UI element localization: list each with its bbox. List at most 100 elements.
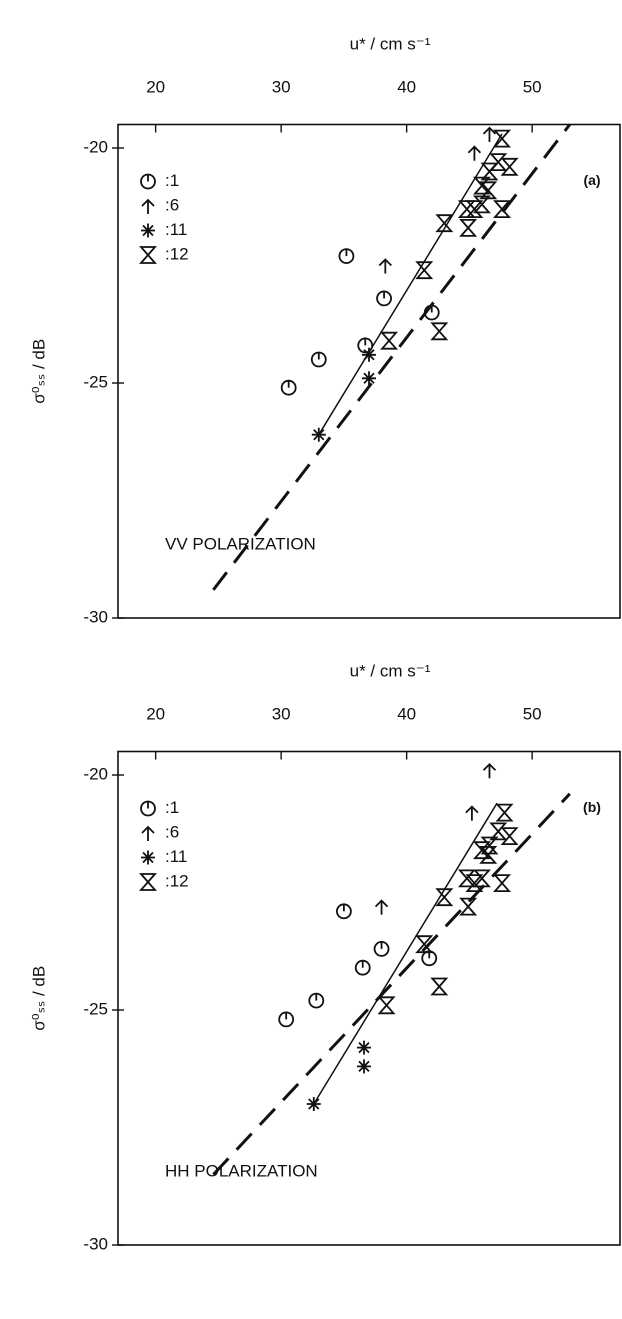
data-point	[472, 841, 491, 860]
legend-marker	[141, 198, 155, 214]
marker-shape	[495, 803, 514, 822]
y-tick-label: -30	[83, 607, 108, 626]
legend-label: :11	[165, 220, 187, 239]
data-point	[354, 959, 371, 976]
data-point	[435, 214, 454, 233]
marker-shape	[377, 996, 396, 1015]
marker-shape	[415, 935, 434, 954]
marker-shape	[380, 331, 399, 350]
y-axis-label: σ⁰ₛₛ / dB	[29, 966, 48, 1031]
data-point	[362, 347, 376, 362]
marker-shape	[465, 805, 479, 821]
marker-shape	[362, 347, 376, 362]
legend-marker	[141, 223, 155, 238]
data-point	[306, 1097, 321, 1111]
data-point	[457, 869, 476, 888]
data-point	[374, 899, 389, 915]
data-point	[495, 803, 514, 822]
fit-line	[212, 792, 571, 1176]
marker-shape	[459, 897, 478, 916]
marker-shape	[467, 145, 482, 161]
data-point	[479, 846, 498, 864]
legend-label: :1	[165, 798, 179, 817]
marker-shape	[482, 126, 497, 142]
data-point	[335, 903, 352, 920]
marker-shape	[311, 427, 326, 442]
marker-shape	[378, 258, 392, 274]
polarization-label: HH POLARIZATION	[165, 1161, 318, 1180]
x-tick-label: 40	[397, 77, 416, 96]
data-point	[338, 248, 355, 265]
data-point	[311, 427, 326, 442]
data-point	[430, 322, 449, 341]
y-tick-label: -20	[83, 764, 108, 783]
marker-shape	[472, 195, 491, 214]
data-point	[415, 261, 434, 280]
marker-shape	[306, 1097, 321, 1111]
marker-shape	[480, 162, 499, 181]
marker-shape	[489, 822, 508, 841]
marker-shape	[139, 873, 157, 891]
data-point	[482, 126, 497, 142]
legend-marker	[141, 850, 155, 865]
x-tick-label: 50	[523, 77, 542, 96]
data-point	[280, 379, 297, 396]
legend-marker	[141, 825, 155, 841]
y-tick-label: -20	[83, 137, 108, 156]
legend-label: :6	[165, 195, 179, 214]
data-point	[472, 176, 491, 195]
marker-shape	[415, 261, 434, 280]
fit-line	[318, 133, 503, 436]
fit-line	[313, 802, 498, 1105]
legend-marker	[139, 873, 157, 891]
data-point	[376, 290, 392, 307]
y-tick-label: -25	[83, 999, 108, 1018]
data-point	[480, 836, 499, 855]
data-point	[362, 371, 376, 386]
data-point	[377, 996, 396, 1015]
x-tick-label: 30	[272, 704, 291, 723]
y-tick-label: -25	[83, 372, 108, 391]
data-point	[493, 200, 512, 219]
data-point	[435, 888, 454, 907]
data-point	[493, 129, 512, 148]
marker-shape	[435, 888, 454, 907]
data-point	[380, 331, 399, 350]
legend-label: :1	[165, 171, 179, 190]
data-point	[308, 992, 325, 1009]
y-tick-label: -30	[83, 1234, 108, 1253]
marker-shape	[139, 246, 157, 264]
marker-shape	[465, 874, 484, 892]
marker-shape	[356, 1059, 371, 1074]
x-tick-label: 50	[523, 704, 542, 723]
legend-label: :11	[165, 847, 187, 866]
marker-shape	[141, 198, 155, 214]
panel-label: (a)	[583, 172, 600, 188]
data-point	[493, 874, 512, 892]
y-axis-label: σ⁰ₛₛ / dB	[29, 339, 48, 404]
fit-line	[212, 123, 571, 591]
plot-frame	[117, 123, 621, 619]
marker-shape	[430, 322, 449, 341]
plot-frame	[117, 750, 621, 1246]
data-point	[356, 1059, 371, 1074]
marker-shape	[374, 899, 389, 915]
marker-shape	[500, 157, 519, 176]
data-point	[479, 181, 498, 200]
marker-shape	[493, 129, 512, 148]
panel-label: (b)	[583, 799, 601, 815]
marker-shape	[430, 977, 449, 996]
data-point	[357, 337, 374, 354]
data-point	[480, 162, 499, 181]
data-point	[373, 941, 390, 957]
x-axis-label: u* / cm s⁻¹	[350, 661, 431, 680]
marker-shape	[141, 223, 155, 238]
marker-shape	[362, 371, 376, 386]
data-point	[465, 200, 484, 219]
data-point	[465, 874, 484, 892]
polarization-label: VV POLARIZATION	[165, 534, 316, 553]
data-point	[415, 935, 434, 954]
marker-shape	[493, 874, 512, 892]
data-point	[459, 218, 478, 237]
legend-marker	[139, 246, 157, 264]
